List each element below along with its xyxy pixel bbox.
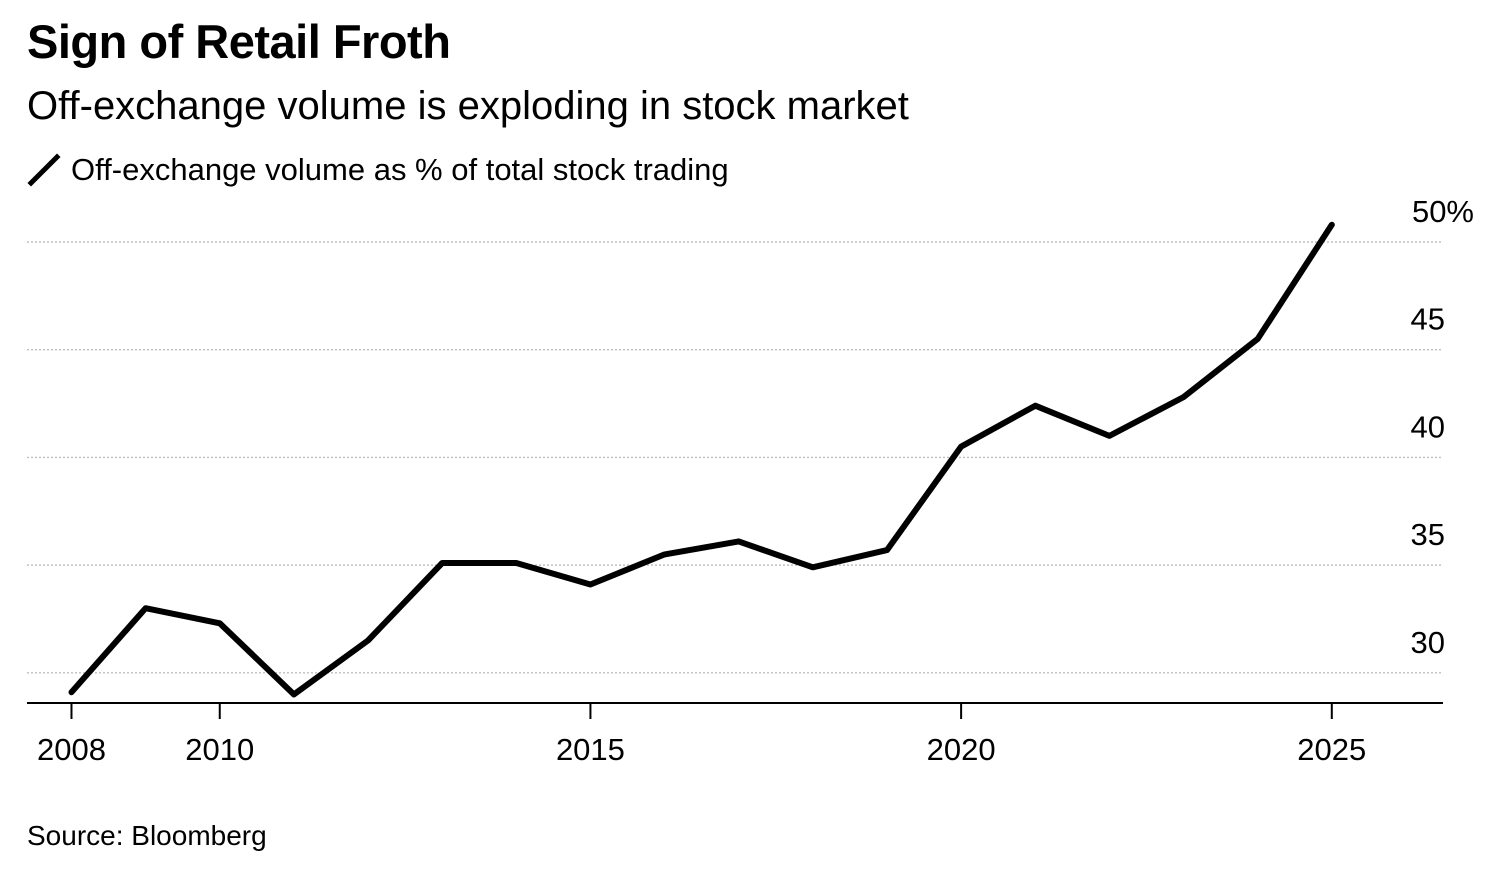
y-tick-label-30: 30 (1411, 625, 1445, 660)
chart-title: Sign of Retail Froth (27, 15, 451, 68)
chart-subtitle: Off-exchange volume is exploding in stoc… (27, 84, 909, 128)
legend: Off-exchange volume as % of total stock … (27, 150, 729, 190)
data-point-2017 (736, 538, 742, 544)
legend-line-swatch (27, 153, 61, 187)
data-point-2022 (1106, 433, 1112, 439)
data-point-2023 (1181, 394, 1187, 400)
x-tick-label-2020: 2020 (927, 732, 996, 767)
y-tick-label-40: 40 (1411, 409, 1445, 444)
legend-label: Off-exchange volume as % of total stock … (71, 152, 729, 187)
data-point-2019 (884, 547, 890, 553)
data-point-2024 (1255, 336, 1261, 342)
data-point-2018 (810, 564, 816, 570)
data-point-2012 (365, 638, 371, 644)
data-point-2021 (1032, 403, 1038, 409)
y-tick-label-45: 45 (1411, 302, 1445, 337)
x-tick-label-2010: 2010 (185, 732, 254, 767)
x-tick-label-2008: 2008 (37, 732, 106, 767)
data-point-2016 (662, 551, 668, 557)
data-point-2014 (513, 560, 519, 566)
data-point-2011 (291, 691, 297, 697)
data-point-2009 (143, 605, 149, 611)
data-point-2013 (439, 560, 445, 566)
series-line-0 (68, 221, 1335, 698)
data-point-2015 (587, 582, 593, 588)
x-tick-label-2015: 2015 (556, 732, 625, 767)
y-tick-label-50: 50% (1412, 194, 1474, 229)
data-point-2010 (217, 620, 223, 626)
source-note: Source: Bloomberg (27, 820, 267, 851)
data-point-2020 (958, 444, 964, 450)
y-tick-label-35: 35 (1411, 517, 1445, 552)
data-point-2008 (68, 689, 74, 695)
x-tick-label-2025: 2025 (1297, 732, 1366, 767)
data-point-2025 (1329, 222, 1335, 228)
